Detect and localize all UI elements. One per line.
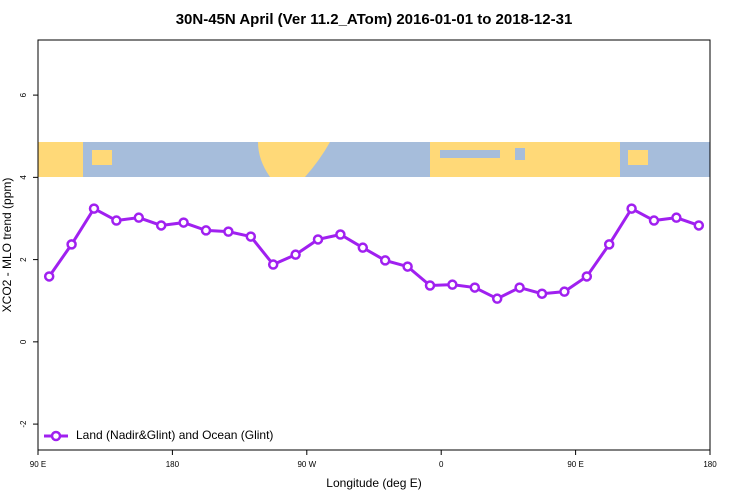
y-tick-label: 0 <box>19 339 28 344</box>
data-point <box>155 220 167 231</box>
data-point <box>200 225 212 236</box>
map-band <box>38 142 710 177</box>
x-tick-label: 0 <box>439 460 444 469</box>
x-tick-label: 180 <box>166 460 180 469</box>
data-point <box>671 212 682 223</box>
land <box>628 150 648 165</box>
ocean <box>515 148 525 160</box>
data-point <box>357 242 369 253</box>
data-point <box>66 239 77 250</box>
legend-marker <box>50 430 62 442</box>
land <box>258 142 330 177</box>
land <box>92 150 112 165</box>
y-tick-label: -2 <box>19 420 28 428</box>
data-point <box>312 234 324 245</box>
data-point <box>447 279 458 290</box>
data-point <box>603 239 615 250</box>
legend-label: Land (Nadir&Glint) and Ocean (Glint) <box>76 428 273 442</box>
data-point <box>379 255 391 266</box>
data-point <box>648 215 660 226</box>
y-tick-label: 4 <box>19 175 28 180</box>
y-tick-label: 2 <box>19 257 28 262</box>
ocean <box>440 150 500 158</box>
data-point <box>402 261 413 272</box>
data-point <box>559 286 570 297</box>
data-point <box>245 231 257 242</box>
chart-title: 30N-45N April (Ver 11.2_ATom) 2016-01-01… <box>176 11 573 28</box>
data-point <box>88 203 100 214</box>
data-point <box>469 282 481 293</box>
data-point <box>223 226 234 237</box>
plot-frame <box>37 39 711 451</box>
data-point <box>111 215 122 226</box>
data-point <box>178 217 189 228</box>
x-tick-label: 180 <box>703 460 717 469</box>
data-point <box>335 229 346 240</box>
x-axis-label: Longitude (deg E) <box>326 476 421 490</box>
data-point <box>581 271 593 282</box>
x-tick-label: 90 W <box>297 460 316 469</box>
data-point <box>514 282 525 293</box>
data-point <box>133 212 145 223</box>
data-point <box>693 220 705 231</box>
data-point <box>491 293 503 304</box>
data-point <box>424 280 436 291</box>
data-point <box>536 288 548 299</box>
data-point <box>267 259 279 270</box>
data-point <box>290 249 301 260</box>
data-point <box>626 203 637 214</box>
x-tick-label: 90 E <box>567 460 583 469</box>
x-tick-label: 90 E <box>30 460 46 469</box>
y-axis-label: XCO2 - MLO trend (ppm) <box>0 178 14 313</box>
land <box>38 142 83 177</box>
y-tick-label: 6 <box>19 92 28 97</box>
data-line <box>47 206 700 301</box>
data-point <box>43 271 55 282</box>
